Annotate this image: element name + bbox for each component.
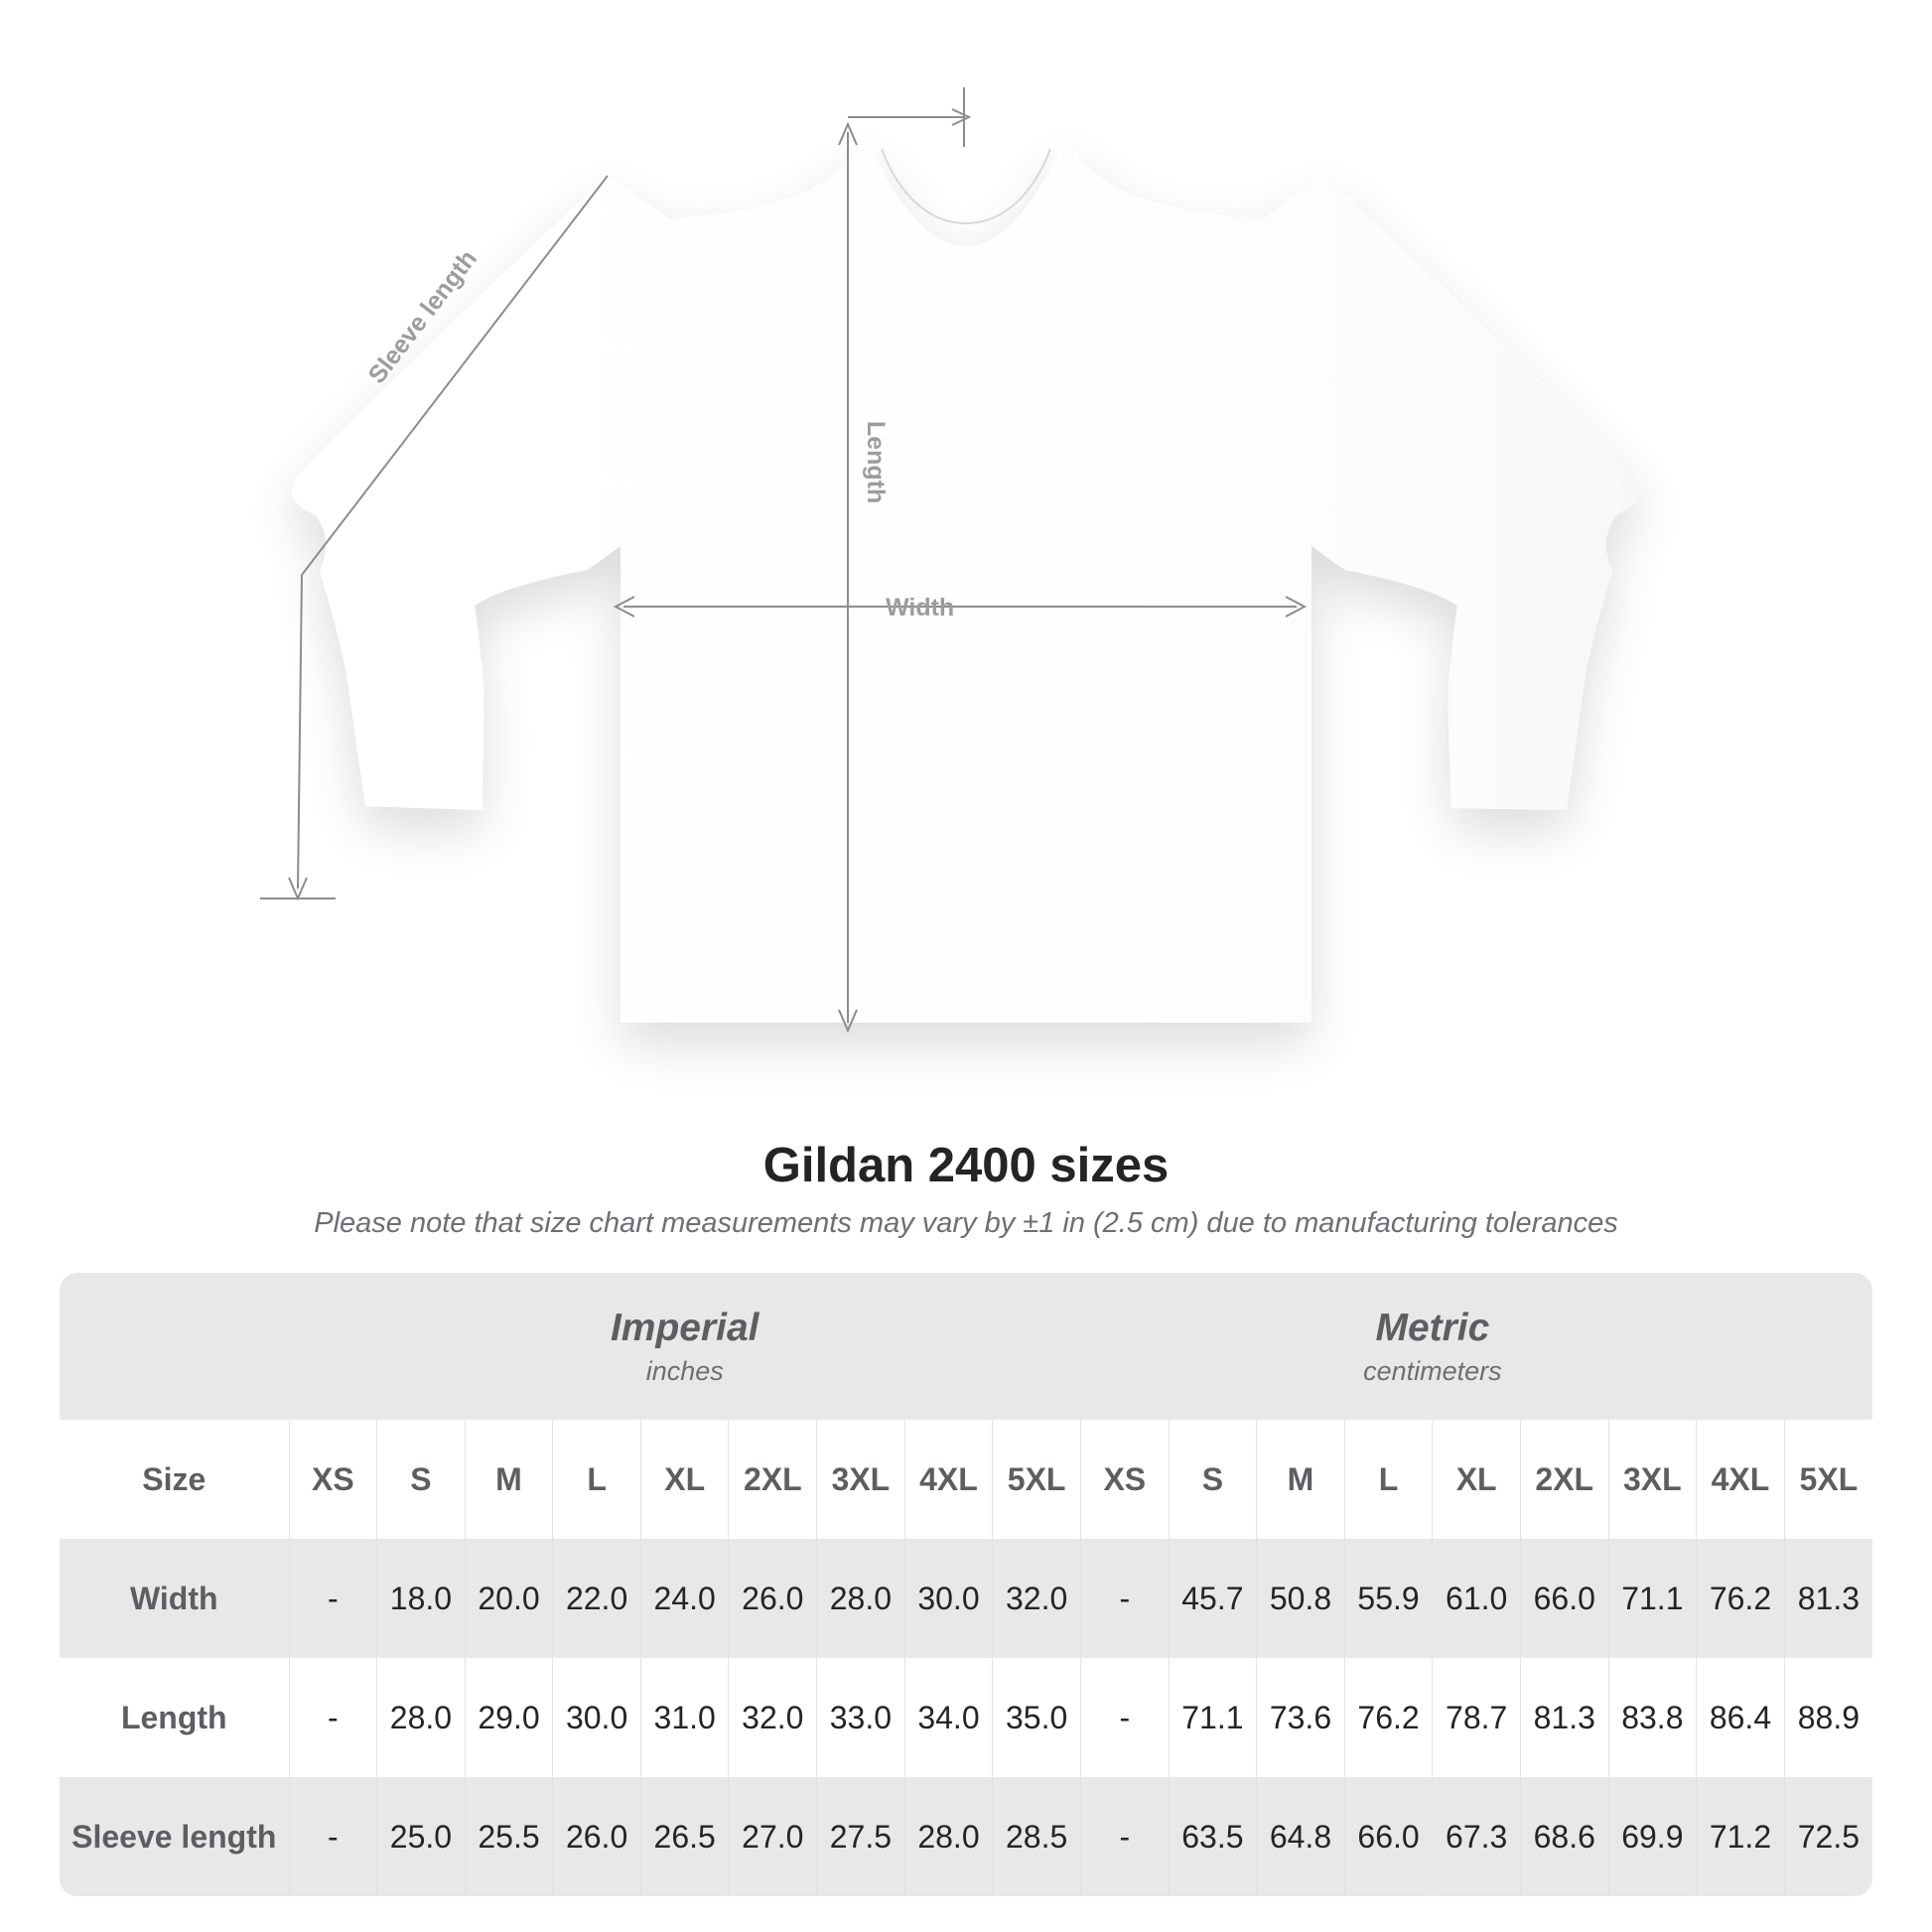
svg-text:Width: Width: [886, 594, 954, 621]
svg-text:Length: Length: [862, 421, 890, 503]
